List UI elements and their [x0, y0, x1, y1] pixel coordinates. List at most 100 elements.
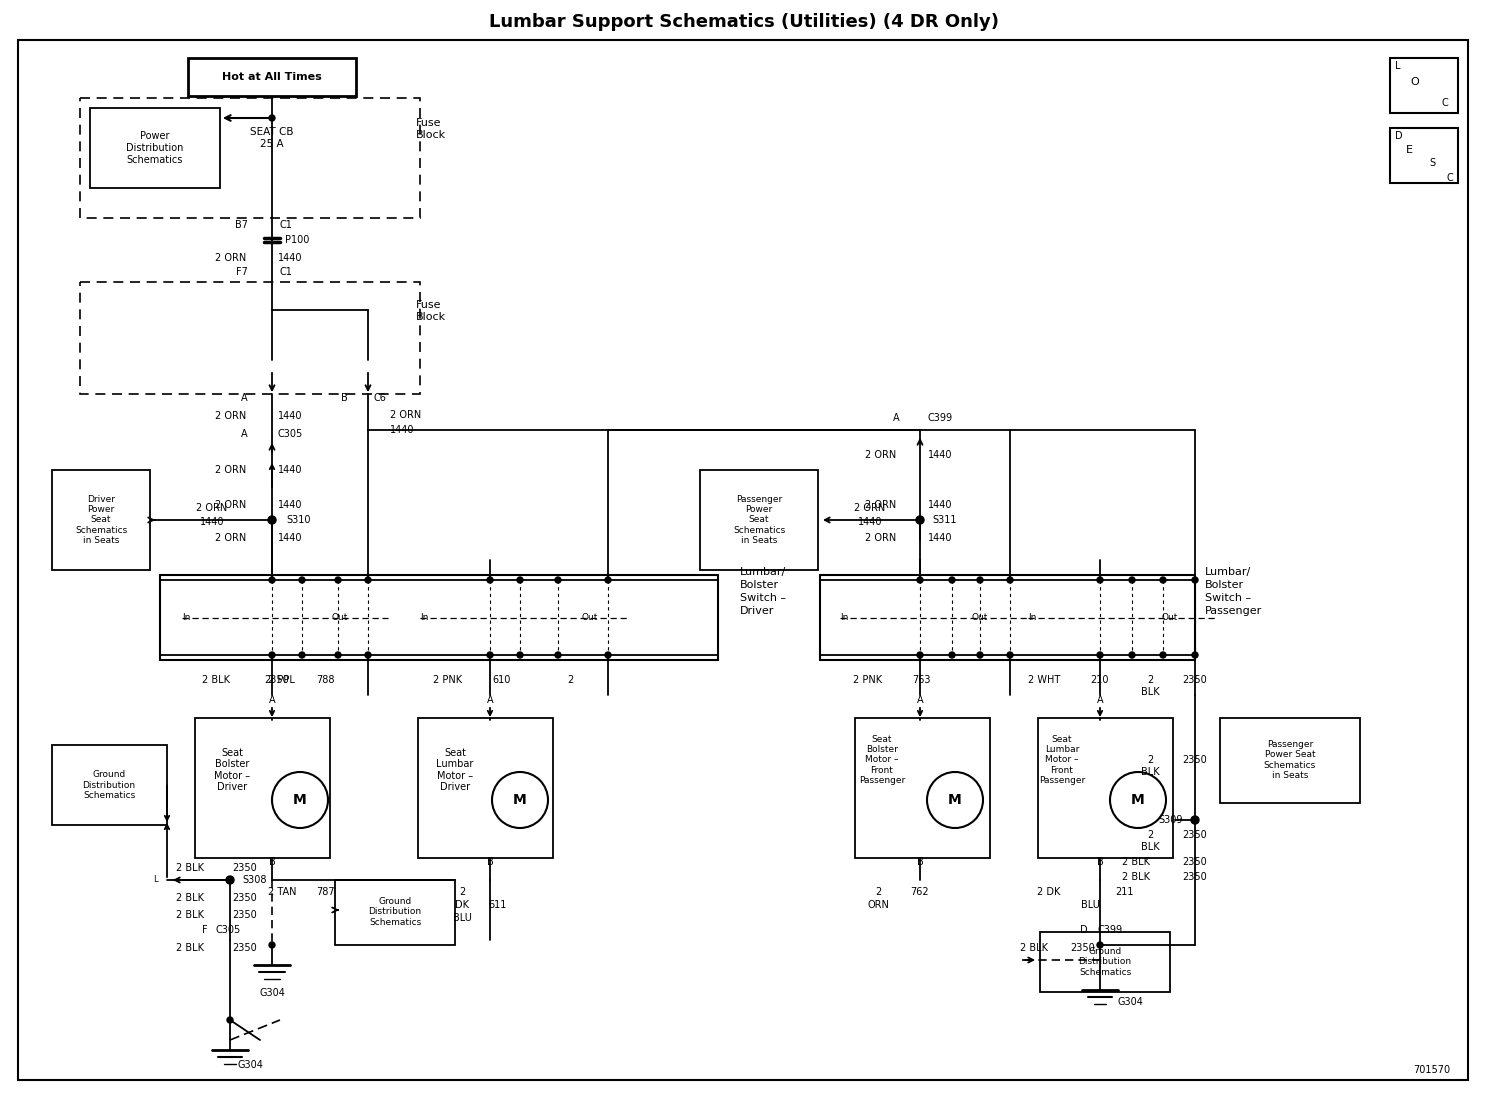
- Text: Driver
Power
Seat
Schematics
in Seats: Driver Power Seat Schematics in Seats: [74, 495, 126, 545]
- Bar: [52, 745, 167, 825]
- Bar: [161, 575, 719, 660]
- Circle shape: [299, 652, 305, 658]
- Text: 1440: 1440: [929, 450, 952, 460]
- Text: 2350: 2350: [1181, 675, 1207, 684]
- Bar: [856, 718, 990, 858]
- Circle shape: [978, 652, 984, 658]
- Circle shape: [365, 577, 371, 583]
- Circle shape: [365, 652, 371, 658]
- Text: Switch –: Switch –: [1205, 593, 1251, 603]
- Bar: [335, 880, 455, 945]
- Text: 2 PNK: 2 PNK: [433, 675, 461, 684]
- Text: BLK: BLK: [1141, 842, 1159, 852]
- Circle shape: [269, 115, 275, 121]
- Text: 2350: 2350: [232, 943, 257, 953]
- Text: 2350: 2350: [1181, 872, 1207, 882]
- Text: L: L: [153, 875, 158, 884]
- Text: 1440: 1440: [199, 517, 225, 527]
- Bar: [820, 575, 1195, 660]
- Bar: [1040, 932, 1170, 992]
- Text: A: A: [269, 696, 275, 705]
- Circle shape: [226, 875, 234, 884]
- Bar: [195, 718, 330, 858]
- Text: 2 TAN: 2 TAN: [268, 887, 296, 896]
- Text: 2: 2: [1147, 830, 1153, 840]
- Circle shape: [268, 516, 275, 524]
- Text: 2 ORN: 2 ORN: [214, 465, 246, 475]
- Circle shape: [978, 577, 984, 583]
- Text: 1440: 1440: [278, 500, 302, 510]
- Text: SEAT CB
25 A: SEAT CB 25 A: [250, 127, 293, 149]
- Text: A: A: [893, 413, 900, 423]
- Text: 2 ORN: 2 ORN: [865, 500, 896, 510]
- Text: A: A: [1097, 696, 1103, 705]
- Text: Ground
Distribution
Schematics: Ground Distribution Schematics: [369, 898, 421, 927]
- Text: C399: C399: [929, 413, 954, 423]
- Circle shape: [516, 577, 522, 583]
- Circle shape: [1007, 652, 1013, 658]
- Text: G304: G304: [238, 1060, 263, 1070]
- Text: M: M: [293, 793, 307, 807]
- Text: B7: B7: [235, 220, 248, 230]
- Circle shape: [949, 577, 955, 583]
- Bar: [1220, 718, 1360, 803]
- Circle shape: [269, 577, 275, 583]
- Circle shape: [1129, 652, 1135, 658]
- Circle shape: [1007, 577, 1013, 583]
- Text: 2 ORN: 2 ORN: [390, 410, 421, 420]
- Text: In: In: [1028, 614, 1036, 623]
- Text: C: C: [1442, 98, 1448, 108]
- Text: D: D: [1396, 131, 1403, 141]
- Bar: [1039, 718, 1173, 858]
- Text: Passenger
Power
Seat
Schematics
in Seats: Passenger Power Seat Schematics in Seats: [734, 495, 786, 545]
- Text: C6: C6: [373, 393, 387, 403]
- Text: 610: 610: [493, 675, 510, 684]
- Circle shape: [917, 577, 923, 583]
- Text: 2350: 2350: [1181, 830, 1207, 840]
- Text: Seat
Bolster
Motor –
Driver: Seat Bolster Motor – Driver: [214, 747, 250, 793]
- Circle shape: [1097, 577, 1103, 583]
- Circle shape: [606, 652, 612, 658]
- Text: 2350: 2350: [1181, 857, 1207, 867]
- Circle shape: [917, 516, 924, 524]
- Text: M: M: [1131, 793, 1144, 807]
- Text: A: A: [917, 696, 924, 705]
- Circle shape: [516, 652, 522, 658]
- Text: S: S: [1428, 158, 1434, 168]
- Text: 611: 611: [490, 900, 507, 910]
- Text: F: F: [202, 925, 208, 935]
- Text: 1440: 1440: [390, 425, 415, 435]
- Text: 2 ORN: 2 ORN: [865, 533, 896, 543]
- Text: 2: 2: [1147, 755, 1153, 765]
- Text: 762: 762: [911, 887, 929, 896]
- Text: M: M: [948, 793, 961, 807]
- Text: D: D: [1080, 925, 1088, 935]
- Circle shape: [299, 577, 305, 583]
- Text: 2 PNK: 2 PNK: [853, 675, 882, 684]
- Text: 763: 763: [912, 675, 930, 684]
- Text: 787: 787: [315, 887, 335, 896]
- Text: Power
Distribution
Schematics: Power Distribution Schematics: [126, 131, 183, 164]
- Text: 2350: 2350: [263, 675, 289, 684]
- Circle shape: [335, 577, 341, 583]
- Text: 2 BLK: 2 BLK: [176, 943, 204, 953]
- Circle shape: [487, 577, 493, 583]
- Text: 1440: 1440: [857, 517, 882, 527]
- Text: 2 BLK: 2 BLK: [176, 910, 204, 920]
- Text: 2 DK: 2 DK: [1037, 887, 1059, 896]
- Text: C305: C305: [214, 925, 240, 935]
- Text: 210: 210: [1091, 675, 1109, 684]
- Text: BLK: BLK: [1141, 687, 1159, 697]
- Text: A: A: [241, 393, 248, 403]
- Text: 2 ORN: 2 ORN: [865, 450, 896, 460]
- Text: 2350: 2350: [232, 910, 257, 920]
- Text: S309: S309: [1158, 815, 1183, 825]
- Circle shape: [1097, 942, 1103, 948]
- Text: BLU: BLU: [1080, 900, 1100, 910]
- Text: A: A: [241, 429, 248, 439]
- Text: Lumbar/: Lumbar/: [740, 567, 786, 577]
- Text: ORN: ORN: [868, 900, 888, 910]
- Circle shape: [1192, 652, 1198, 658]
- Text: BLU: BLU: [452, 913, 472, 923]
- Text: Out: Out: [582, 614, 598, 623]
